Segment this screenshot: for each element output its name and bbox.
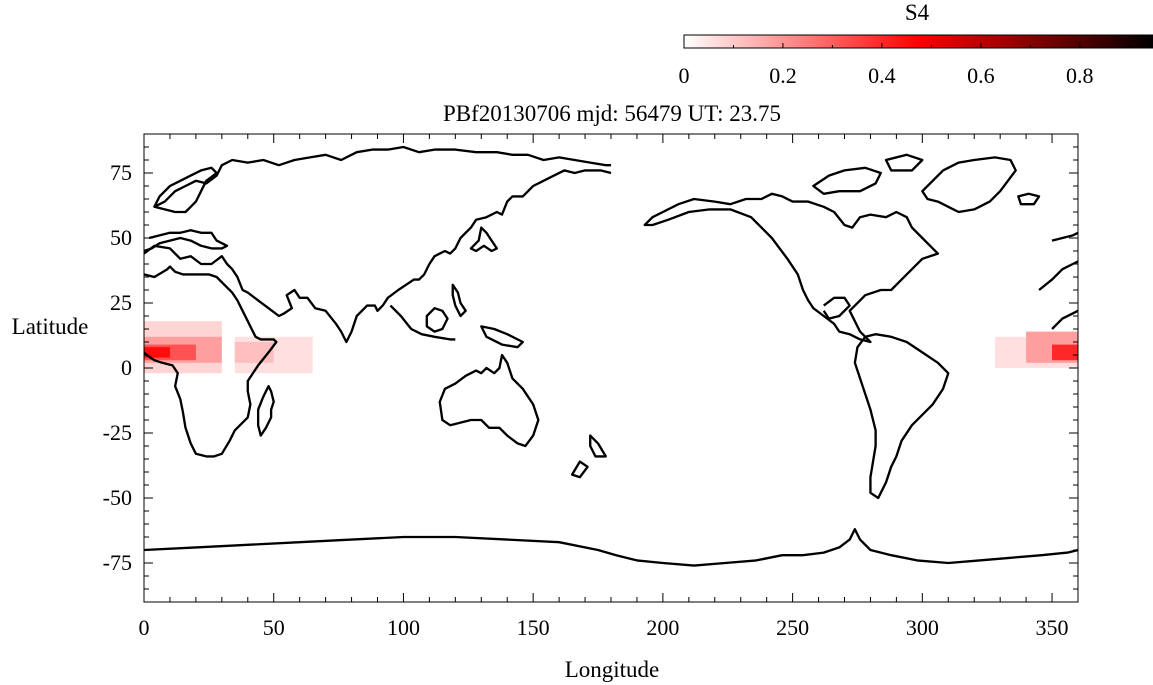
x-tick-label: 200 — [646, 615, 679, 640]
x-tick-label: 300 — [906, 615, 939, 640]
x-tick-label: 250 — [776, 615, 809, 640]
s4-heatmap — [144, 321, 1078, 374]
coastline-iceland — [1017, 192, 1041, 206]
coastline-philippines — [451, 283, 467, 318]
coastline-greenland — [921, 156, 1017, 214]
coastline-scandinavia — [153, 166, 218, 214]
y-tick-label: -25 — [103, 420, 132, 445]
y-axis-label: Latitude — [12, 314, 89, 339]
y-tick-label: -75 — [103, 550, 132, 575]
y-tick-label: 75 — [110, 160, 132, 185]
x-tick-label: 350 — [1036, 615, 1069, 640]
coastline-africa — [144, 265, 278, 458]
coastline-new-zealand — [570, 434, 607, 479]
x-tick-labels: 0 50 100 150 200 250 300 350 — [139, 615, 1069, 640]
y-tick-label: -50 — [103, 485, 132, 510]
y-tick-label: 50 — [110, 225, 132, 250]
y-tick-label: 0 — [121, 355, 132, 380]
coastline-gulf — [822, 296, 851, 320]
plot-frame — [143, 133, 1079, 603]
coastline-mediterranean — [144, 229, 229, 253]
heatmap-cell — [1052, 344, 1078, 361]
colorbar-tick-label: 0.2 — [769, 63, 797, 88]
colorbar-tick-label: 0.6 — [967, 63, 995, 88]
x-tick-label: 0 — [139, 615, 150, 640]
colorbar-label: S4 — [905, 0, 930, 25]
x-tick-label: 150 — [517, 615, 550, 640]
colorbar-tick-label: 0 — [679, 63, 690, 88]
coastline-new-guinea — [480, 325, 524, 349]
y-tick-label: 25 — [110, 290, 132, 315]
x-tick-label: 100 — [387, 615, 420, 640]
coastline-japan — [469, 226, 499, 253]
x-axis-label: Longitude — [565, 657, 660, 682]
coastline-arctic-islands — [812, 153, 924, 195]
y-tick-labels: 75 50 25 0 -25 -50 -75 — [103, 160, 132, 575]
coastline-madagascar — [256, 385, 275, 437]
coastline-south-america — [853, 333, 950, 500]
coastline-north-america — [643, 192, 940, 344]
chart-title: PBf20130706 mjd: 56479 UT: 23.75 — [443, 101, 781, 126]
coastline-sumatra-java — [389, 304, 456, 341]
coastline-antarctica — [144, 528, 1078, 567]
coastline-australia — [438, 353, 540, 448]
x-tick-label: 50 — [263, 615, 285, 640]
coastlines — [144, 145, 1078, 567]
coastline-borneo — [425, 307, 449, 333]
colorbar: S4 0 0.2 0.4 0.6 0.8 — [679, 0, 1153, 88]
colorbar-gradient — [683, 34, 1153, 49]
coastline-west-africa-edge — [1038, 231, 1078, 330]
colorbar-ticks: 0 0.2 0.4 0.6 0.8 — [679, 43, 1130, 88]
colorbar-tick-label: 0.8 — [1066, 63, 1094, 88]
coastline-eurasia — [144, 169, 612, 344]
axis-ticks — [143, 134, 1079, 602]
heatmap-cell — [144, 347, 170, 358]
colorbar-tick-label: 0.4 — [868, 63, 896, 88]
coastline-arctic-eurasia — [153, 145, 611, 208]
